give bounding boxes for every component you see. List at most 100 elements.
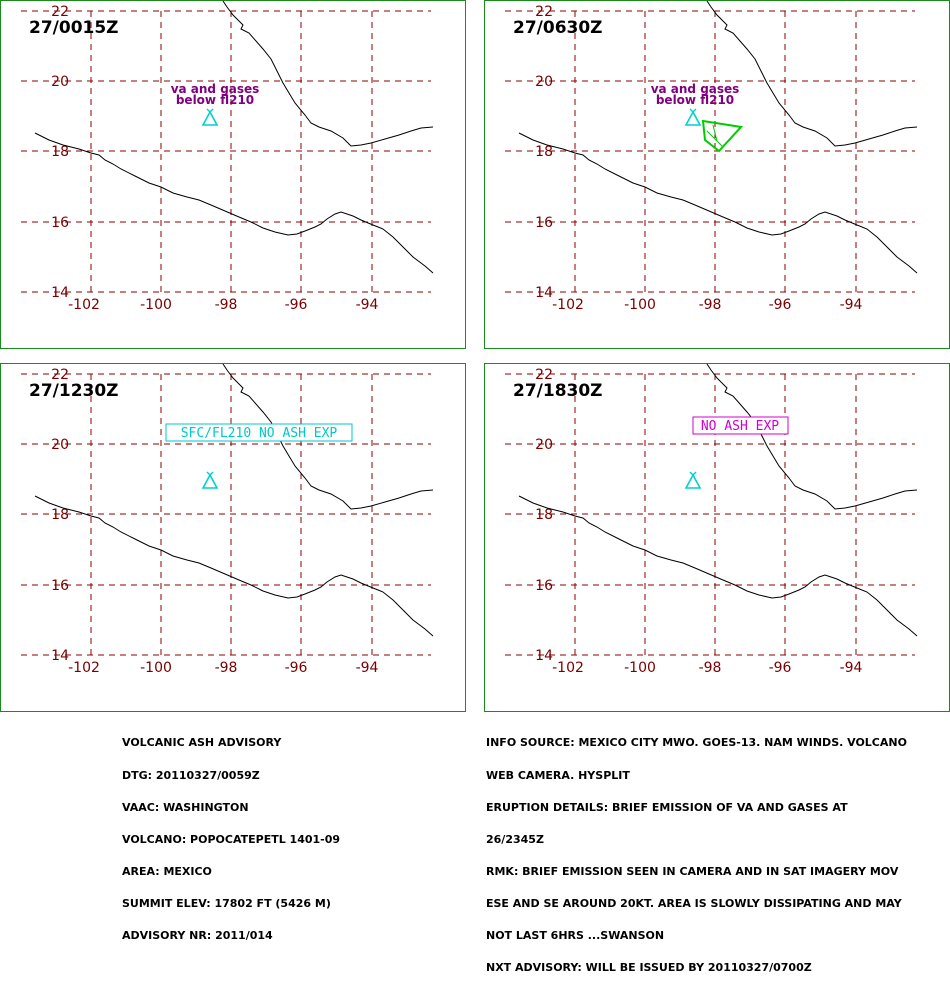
- longitude-tick-label: -100: [624, 297, 656, 313]
- gulf-coastline: [222, 364, 434, 510]
- latitude-tick-label: 16: [51, 578, 69, 594]
- map-panel-2: -102 -100 -98 -96 -94 22 20 18 16 14 va and gases b…: [484, 0, 950, 349]
- ash-cloud-hatch: [712, 124, 718, 142]
- advisory-line: WEB CAMERA. HYSPLIT: [486, 768, 630, 782]
- no-ash-label-text: NO ASH EXP: [701, 419, 779, 434]
- longitude-tick-label: -100: [140, 297, 172, 313]
- latitude-tick-label: 20: [535, 437, 553, 453]
- ash-annotation-label: below fl210: [176, 93, 254, 107]
- latitude-tick-label: 16: [51, 215, 69, 231]
- map-canvas-4: -102 -100 -98 -96 -94 22 20 18 16 14 NO ASH EXP: [505, 364, 918, 676]
- advisory-line: NXT ADVISORY: WILL BE ISSUED BY 20110327…: [486, 961, 812, 975]
- volcano-triangle-outline: [684, 110, 702, 126]
- panel-time-label: 27/1230Z: [29, 381, 119, 401]
- map-canvas-3: -102 -100 -98 -96 -94 22 20 18 16 14 SFC/FL210 NO …: [21, 364, 434, 676]
- advisory-details-block: INFO SOURCE: MEXICO CITY MWO. GOES-13. N…: [486, 717, 907, 985]
- volcano-triangle-icon: [201, 108, 219, 126]
- ash-annotation-label: va and gases: [171, 82, 260, 96]
- no-ash-label-box: [165, 423, 353, 442]
- panel-time-label: 27/0630Z: [513, 18, 603, 38]
- ash-cloud-polygon: [701, 119, 743, 153]
- latitude-tick-label: 18: [535, 144, 553, 160]
- longitude-tick-label: -102: [68, 297, 100, 313]
- longitude-tick-label: -102: [552, 660, 584, 676]
- advisory-line: INFO SOURCE: MEXICO CITY MWO. GOES-13. N…: [486, 736, 907, 750]
- advisory-line: 26/2345Z: [486, 832, 544, 846]
- longitude-tick-label: -98: [215, 660, 238, 676]
- map-panel-4: -102 -100 -98 -96 -94 22 20 18 16 14 NO ASH EXP 27…: [484, 363, 950, 712]
- longitude-tick-label: -98: [699, 660, 722, 676]
- panel-time-label: 27/1830Z: [513, 381, 603, 401]
- map-panel-3: -102 -100 -98 -96 -94 22 20 18 16 14 SFC/FL210 NO …: [0, 363, 466, 712]
- volcano-triangle-icon: [201, 471, 219, 489]
- latitude-tick-label: 14: [51, 648, 69, 664]
- ash-annotation-label: va and gases: [651, 82, 740, 96]
- longitude-tick-label: -102: [68, 660, 100, 676]
- pacific-coastline: [34, 132, 434, 274]
- longitude-tick-label: -94: [356, 660, 379, 676]
- longitude-tick-label: -96: [285, 660, 308, 676]
- longitude-tick-label: -96: [769, 660, 792, 676]
- advisory-line: VAAC: WASHINGTON: [122, 800, 249, 814]
- map-panel-1: -102 -100 -98 -96 -94 22 20 18 16 14 va and gases b…: [0, 0, 466, 349]
- volcano-plume-mark: [206, 108, 214, 113]
- longitude-tick-label: -96: [769, 297, 792, 313]
- volcano-plume-mark: [689, 108, 697, 113]
- advisory-line: ESE AND SE AROUND 20KT. AREA IS SLOWLY D…: [486, 896, 902, 910]
- advisory-line: DTG: 20110327/0059Z: [122, 768, 260, 782]
- longitude-tick-label: -98: [215, 297, 238, 313]
- no-ash-label-box: [692, 416, 789, 435]
- pacific-coastline: [518, 495, 918, 637]
- pacific-coastline: [518, 132, 918, 274]
- latitude-tick-label: 22: [535, 4, 553, 20]
- latitude-tick-label: 22: [535, 367, 553, 383]
- gulf-coastline: [706, 1, 918, 147]
- panel-time-label: 27/0015Z: [29, 18, 119, 38]
- longitude-tick-label: -98: [699, 297, 722, 313]
- volcano-triangle-icon: [684, 471, 702, 489]
- latitude-tick-label: 22: [51, 4, 69, 20]
- advisory-line: AREA: MEXICO: [122, 864, 212, 878]
- latitude-tick-label: 20: [51, 74, 69, 90]
- latitude-tick-label: 18: [51, 507, 69, 523]
- advisory-line: RMK: BRIEF EMISSION SEEN IN CAMERA AND I…: [486, 864, 899, 878]
- advisory-line: ERUPTION DETAILS: BRIEF EMISSION OF VA A…: [486, 800, 848, 814]
- ash-annotation-label: below fl210: [656, 93, 734, 107]
- no-ash-label-text: SFC/FL210 NO ASH EXP: [181, 426, 338, 441]
- latitude-tick-label: 14: [535, 648, 553, 664]
- advisory-line: VOLCANO: POPOCATEPETL 1401-09: [122, 832, 341, 846]
- latitude-tick-label: 20: [535, 74, 553, 90]
- latitude-tick-label: 18: [51, 144, 69, 160]
- latitude-tick-label: 16: [535, 578, 553, 594]
- map-canvas-1: -102 -100 -98 -96 -94 22 20 18 16 14 va and gasesb…: [21, 1, 434, 313]
- longitude-tick-label: -100: [624, 660, 656, 676]
- latitude-tick-label: 14: [535, 285, 553, 301]
- volcano-triangle-outline: [201, 473, 219, 489]
- longitude-tick-label: -96: [285, 297, 308, 313]
- longitude-tick-label: -102: [552, 297, 584, 313]
- volcano-triangle-outline: [684, 473, 702, 489]
- longitude-tick-label: -94: [356, 297, 379, 313]
- gulf-coastline: [706, 364, 918, 510]
- latitude-tick-label: 18: [535, 507, 553, 523]
- volcano-triangle-icon: [684, 108, 702, 126]
- latitude-tick-label: 14: [51, 285, 69, 301]
- advisory-line: VOLCANIC ASH ADVISORY: [122, 736, 282, 750]
- volcano-plume-mark: [689, 471, 697, 476]
- longitude-tick-label: -100: [140, 660, 172, 676]
- advisory-line: NOT LAST 6HRS ...SWANSON: [486, 929, 665, 943]
- longitude-tick-label: -94: [840, 297, 863, 313]
- advisory-line: ADVISORY NR: 2011/014: [122, 929, 273, 943]
- latitude-tick-label: 22: [51, 367, 69, 383]
- map-canvas-2: -102 -100 -98 -96 -94 22 20 18 16 14 va and gasesb…: [505, 1, 918, 313]
- latitude-tick-label: 16: [535, 215, 553, 231]
- volcano-triangle-outline: [201, 110, 219, 126]
- advisory-header-block: VOLCANIC ASH ADVISORY DTG: 20110327/0059…: [122, 717, 340, 952]
- volcano-plume-mark: [206, 471, 214, 476]
- gulf-coastline: [222, 1, 434, 147]
- pacific-coastline: [34, 495, 434, 637]
- ash-cloud-hatch: [706, 130, 724, 148]
- latitude-tick-label: 20: [51, 437, 69, 453]
- advisory-line: SUMMIT ELEV: 17802 FT (5426 M): [122, 896, 331, 910]
- longitude-tick-label: -94: [840, 660, 863, 676]
